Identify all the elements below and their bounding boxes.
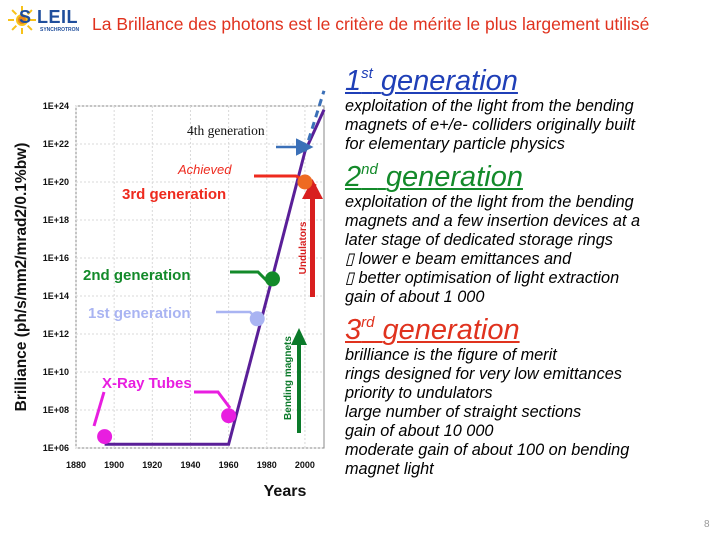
label-x-ray-tubes: X-Ray Tubes (102, 375, 192, 392)
label-achieved: Achieved (177, 162, 232, 177)
label-undulators: Undulators (298, 221, 309, 274)
generation-text-line: gain of about 1 000 (345, 288, 485, 306)
slide-title: La Brillance des photons est le critère … (92, 14, 650, 34)
undulators-arrow-shaft (310, 197, 315, 297)
connector-2nd-generation (230, 270, 270, 284)
x-tick-label: 1940 (180, 460, 200, 470)
data-point (297, 174, 313, 190)
generation-word: generation (382, 314, 520, 346)
y-tick-label: 1E+16 (43, 253, 69, 263)
label-3rd-generation: 3rd generation (122, 186, 226, 203)
y-tick-label: 1E+20 (43, 177, 69, 187)
undulators-arrow-head (302, 179, 323, 199)
y-tick-label: 1E+22 (43, 139, 69, 149)
sun-icon (8, 6, 36, 34)
generation-ordinal-suffix: st (361, 65, 373, 82)
soleil-logo: S LEIL SYNCHROTRON (6, 4, 82, 38)
generation-text-line: brilliance is the figure of merit (345, 346, 557, 364)
x-tick-label: 1960 (219, 460, 239, 470)
generation-text-line: moderate gain of about 100 on bending (345, 441, 630, 459)
y-tick-label: 1E+14 (43, 291, 69, 301)
generation-text-line: magnet light (345, 460, 434, 478)
logo-text: S LEIL (19, 7, 79, 27)
generation-text-line: rings designed for very low emittances (345, 365, 622, 383)
label-bending-magnets: Bending magnets (283, 336, 294, 420)
generation-text-line: magnets and a few insertion devices at a (345, 212, 641, 230)
generation-text-line: for elementary particle physics (345, 135, 565, 153)
generation-block: 3rd generation brilliance is the figure o… (345, 307, 717, 479)
generation-heading: 3rd generation (345, 307, 717, 346)
label-2nd-generation: 2nd generation (83, 267, 191, 284)
generations-text: 1st generation exploitation of the light … (345, 58, 717, 479)
connector-x-ray-tubes-right (194, 390, 232, 409)
x-tick-label: 1900 (104, 460, 124, 470)
y-axis-label: Brilliance (ph/s/mm2/mrad2/0.1%bw) (13, 143, 30, 412)
y-tick-label: 1E+12 (43, 329, 69, 339)
generation-ordinal-suffix: nd (361, 161, 378, 178)
fourth-gen-dashed-line (303, 90, 326, 153)
page-number: 8 (704, 519, 710, 530)
generation-text-line: ▯ lower e beam emittances and (345, 250, 572, 268)
generation-heading: 2nd generation (345, 154, 717, 193)
data-point (249, 311, 265, 327)
y-tick-label: 1E+18 (43, 215, 69, 225)
generation-number: 2 (345, 161, 362, 193)
generation-word: generation (380, 65, 518, 97)
label-1st-generation: 1st generation (88, 305, 191, 322)
generation-text-line: magnets of e+/e- colliders originally bu… (345, 116, 636, 134)
label-4th-generation: 4th generation (187, 123, 265, 138)
x-tick-label: 1920 (142, 460, 162, 470)
logo-subtext: SYNCHROTRON (40, 27, 80, 33)
generation-heading: 1st generation (345, 58, 717, 97)
generation-number: 3 (345, 314, 362, 346)
generation-text-line: ▯ better optimisation of light extractio… (345, 269, 620, 287)
brilliance-chart: 1E+06 1E+08 1E+10 1E+12 1E+14 1E+16 1E+18 1E+20… (13, 90, 326, 500)
generation-number: 1 (345, 65, 362, 97)
data-point (221, 408, 237, 424)
generation-text-line: exploitation of the light from the bendi… (345, 97, 634, 115)
connector-x-ray-tubes-left (92, 391, 106, 427)
bending-magnets-arrow-shaft (297, 343, 301, 433)
y-tick-label: 1E+24 (43, 101, 69, 111)
generation-block: 2nd generation exploitation of the light … (345, 154, 717, 307)
x-axis-label: Years (264, 483, 307, 500)
data-point (264, 271, 280, 287)
x-tick-label: 1980 (257, 460, 277, 470)
data-point (97, 429, 113, 445)
x-tick-label: 2000 (295, 460, 315, 470)
y-tick-label: 1E+08 (43, 405, 69, 415)
generation-ordinal-suffix: rd (361, 314, 375, 331)
generation-text-line: gain of about 10 000 (345, 422, 494, 440)
bending-magnets-arrow-head (291, 328, 307, 345)
x-tick-label: 1880 (66, 460, 86, 470)
generation-text-line: later stage of dedicated storage rings (345, 231, 613, 249)
generation-text-line: priority to undulators (345, 384, 493, 402)
generation-block: 1st generation exploitation of the light … (345, 58, 717, 154)
generation-word: generation (385, 161, 523, 193)
generation-text-line: exploitation of the light from the bendi… (345, 193, 634, 211)
generation-text-line: large number of straight sections (345, 403, 582, 421)
y-tick-label: 1E+06 (43, 443, 69, 453)
y-tick-label: 1E+10 (43, 367, 69, 377)
